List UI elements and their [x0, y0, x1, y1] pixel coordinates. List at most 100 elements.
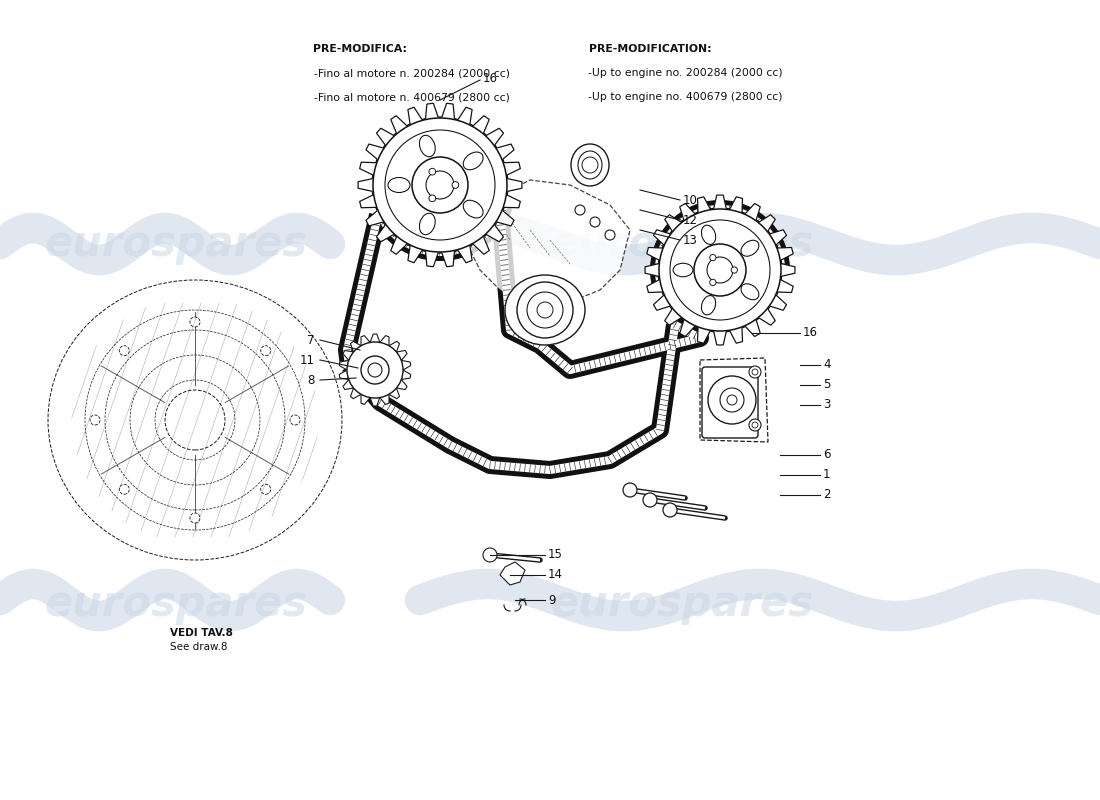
Circle shape — [361, 356, 389, 384]
Polygon shape — [370, 398, 379, 406]
Text: 8: 8 — [308, 374, 315, 386]
Circle shape — [752, 422, 758, 428]
Polygon shape — [351, 342, 361, 352]
Text: 6: 6 — [823, 449, 830, 462]
Text: 12: 12 — [683, 214, 698, 226]
Text: -Up to engine no. 400679 (2800 cc): -Up to engine no. 400679 (2800 cc) — [588, 92, 783, 102]
Polygon shape — [351, 388, 361, 398]
Text: 3: 3 — [823, 398, 830, 411]
Text: 7: 7 — [308, 334, 315, 346]
FancyBboxPatch shape — [702, 367, 758, 438]
Ellipse shape — [505, 275, 585, 345]
Circle shape — [517, 282, 573, 338]
Circle shape — [368, 363, 382, 377]
Text: eurospares: eurospares — [44, 223, 307, 265]
Circle shape — [670, 220, 770, 320]
Circle shape — [710, 254, 716, 261]
Polygon shape — [470, 180, 630, 305]
Text: -Up to engine no. 200284 (2000 cc): -Up to engine no. 200284 (2000 cc) — [588, 68, 783, 78]
Ellipse shape — [419, 214, 436, 234]
Circle shape — [429, 168, 436, 175]
Polygon shape — [700, 358, 768, 442]
Circle shape — [752, 369, 758, 375]
Polygon shape — [500, 562, 525, 585]
Circle shape — [429, 195, 436, 202]
Ellipse shape — [741, 240, 759, 256]
Text: 5: 5 — [823, 378, 830, 391]
Circle shape — [90, 415, 100, 425]
Circle shape — [727, 395, 737, 405]
Polygon shape — [645, 195, 795, 345]
Circle shape — [119, 484, 130, 494]
Circle shape — [575, 205, 585, 215]
Circle shape — [710, 279, 716, 286]
Circle shape — [190, 317, 200, 327]
Circle shape — [452, 182, 459, 188]
Circle shape — [537, 302, 553, 318]
Text: 1: 1 — [823, 469, 830, 482]
Ellipse shape — [578, 151, 602, 179]
Circle shape — [483, 548, 497, 562]
Text: 11: 11 — [300, 354, 315, 366]
Polygon shape — [339, 370, 349, 379]
Polygon shape — [379, 335, 389, 346]
Circle shape — [732, 267, 737, 273]
Text: eurospares: eurospares — [44, 583, 307, 625]
Ellipse shape — [702, 295, 716, 315]
Circle shape — [644, 493, 657, 507]
Text: 14: 14 — [548, 569, 563, 582]
Circle shape — [527, 292, 563, 328]
Polygon shape — [339, 361, 349, 370]
Text: 13: 13 — [683, 234, 697, 246]
Polygon shape — [343, 379, 353, 390]
Circle shape — [190, 513, 200, 523]
Circle shape — [663, 503, 676, 517]
Polygon shape — [402, 361, 410, 370]
Polygon shape — [343, 350, 353, 361]
Text: PRE-MODIFICA:: PRE-MODIFICA: — [314, 44, 407, 54]
Text: eurospares: eurospares — [550, 583, 813, 625]
Polygon shape — [396, 379, 407, 390]
Polygon shape — [396, 350, 407, 361]
Polygon shape — [379, 394, 389, 405]
Circle shape — [749, 366, 761, 378]
Polygon shape — [389, 342, 399, 352]
Circle shape — [749, 419, 761, 431]
Ellipse shape — [53, 285, 337, 555]
Circle shape — [582, 157, 598, 173]
Text: 2: 2 — [823, 489, 830, 502]
Circle shape — [346, 342, 403, 398]
Polygon shape — [370, 334, 379, 342]
Text: 4: 4 — [823, 358, 830, 371]
Text: 15: 15 — [548, 549, 563, 562]
Text: VEDI TAV.8: VEDI TAV.8 — [170, 628, 233, 638]
Polygon shape — [402, 370, 410, 379]
Circle shape — [623, 483, 637, 497]
Circle shape — [290, 415, 300, 425]
Circle shape — [659, 209, 781, 331]
Circle shape — [694, 244, 746, 296]
Ellipse shape — [702, 225, 716, 245]
Text: 9: 9 — [548, 594, 556, 606]
Text: 10: 10 — [683, 194, 697, 206]
Ellipse shape — [48, 280, 342, 560]
Polygon shape — [389, 388, 399, 398]
Polygon shape — [361, 335, 370, 346]
Circle shape — [720, 388, 744, 412]
Ellipse shape — [58, 290, 331, 550]
Ellipse shape — [741, 284, 759, 300]
Ellipse shape — [673, 263, 693, 277]
Circle shape — [261, 484, 271, 494]
Circle shape — [708, 376, 756, 424]
Circle shape — [165, 390, 226, 450]
Circle shape — [707, 257, 733, 283]
Circle shape — [119, 346, 130, 356]
Ellipse shape — [388, 178, 410, 193]
Text: 16: 16 — [803, 326, 818, 339]
Polygon shape — [361, 394, 370, 405]
Ellipse shape — [463, 152, 483, 170]
Text: -Fino al motore n. 200284 (2000 cc): -Fino al motore n. 200284 (2000 cc) — [314, 68, 509, 78]
Circle shape — [373, 118, 507, 252]
Circle shape — [605, 230, 615, 240]
Ellipse shape — [463, 200, 483, 218]
